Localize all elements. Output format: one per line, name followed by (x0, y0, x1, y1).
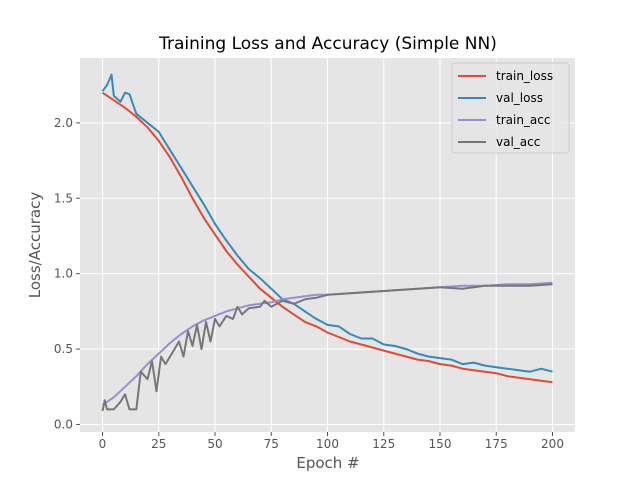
x-axis-label: Epoch # (296, 454, 359, 472)
x-tick-label: 175 (485, 437, 508, 451)
x-tick-label: 100 (316, 437, 339, 451)
x-tick-label: 200 (541, 437, 564, 451)
x-tick-label: 0 (99, 437, 107, 451)
series-lines (101, 73, 553, 412)
y-tick-label: 0.0 (54, 417, 73, 431)
legend-label-train_acc: train_acc (496, 113, 550, 127)
y-axis-label: Loss/Accuracy (26, 192, 44, 299)
legend: train_loss val_loss train_acc val_acc (451, 62, 570, 154)
x-tick-label: 125 (372, 437, 395, 451)
legend-label-val_acc: val_acc (496, 135, 540, 149)
ticks: 0 25 50 75 100 125 150 175 200 0.0 0.5 1.0 1.5 2.0 (54, 116, 564, 451)
x-tick-label: 25 (151, 437, 166, 451)
series-line-train_loss (101, 91, 553, 384)
y-tick-label: 1.0 (54, 267, 73, 281)
series-line-val_loss (101, 73, 553, 373)
y-tick-label: 0.5 (54, 342, 73, 356)
x-tick-label: 75 (264, 437, 279, 451)
y-tick-label: 1.5 (54, 191, 73, 205)
y-tick-label: 2.0 (54, 116, 73, 130)
series-line-val_acc (101, 283, 553, 412)
legend-box (451, 62, 570, 154)
legend-label-val_loss: val_loss (496, 91, 543, 105)
x-tick-label: 50 (207, 437, 222, 451)
x-tick-label: 150 (429, 437, 452, 451)
chart-title: Training Loss and Accuracy (Simple NN) (158, 34, 497, 54)
legend-label-train_loss: train_loss (496, 69, 553, 83)
